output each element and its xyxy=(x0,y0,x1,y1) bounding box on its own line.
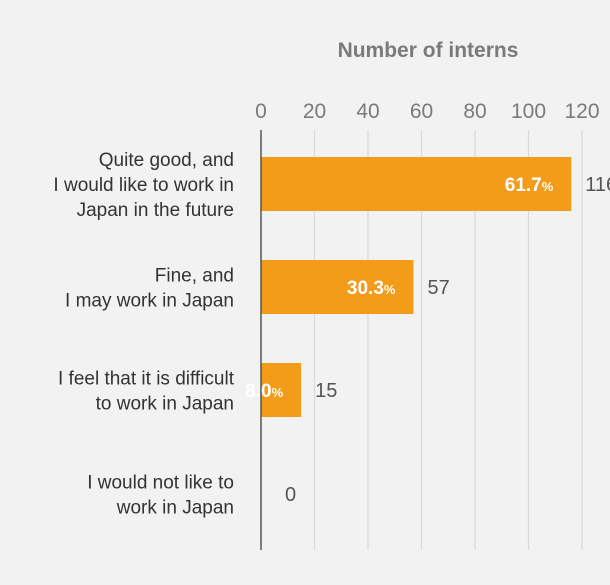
percent-label: 30.3% xyxy=(347,278,396,299)
bar xyxy=(261,157,572,211)
category-label: I would like to work in xyxy=(53,175,234,196)
category-label: I may work in Japan xyxy=(65,291,234,312)
x-tick-label: 120 xyxy=(564,100,599,123)
x-tick-label: 40 xyxy=(356,100,379,123)
bar xyxy=(261,363,302,417)
count-label: 15 xyxy=(315,380,337,402)
count-label: 116 xyxy=(585,174,610,196)
category-label: I feel that it is difficult xyxy=(58,369,235,390)
percent-label: 8.0% xyxy=(245,381,283,402)
x-tick-label: 20 xyxy=(303,100,326,123)
category-label: Quite good, and xyxy=(99,150,234,171)
category-label: Fine, and xyxy=(155,266,234,287)
x-axis-title: Number of interns xyxy=(338,39,519,62)
x-tick-label: 100 xyxy=(511,100,546,123)
percent-label: 61.7% xyxy=(505,175,554,196)
count-label: 0 xyxy=(285,484,296,506)
count-label: 57 xyxy=(427,277,449,299)
category-label: I would not like to xyxy=(87,473,234,494)
category-label: Japan in the future xyxy=(77,200,234,221)
category-labels: Quite good, and I would like to work in Ja… xyxy=(53,150,234,519)
x-axis-ticks: 0 20 40 60 80 100 120 xyxy=(255,100,599,123)
category-label: work in Japan xyxy=(116,498,234,519)
x-tick-label: 0 xyxy=(255,100,267,123)
category-label: to work in Japan xyxy=(96,394,234,415)
bars xyxy=(261,157,572,417)
bar xyxy=(261,260,414,314)
x-tick-label: 60 xyxy=(410,100,433,123)
value-labels: 61.7% 116 30.3% 57 8.0% 15 0 xyxy=(245,174,610,506)
x-tick-label: 80 xyxy=(463,100,486,123)
